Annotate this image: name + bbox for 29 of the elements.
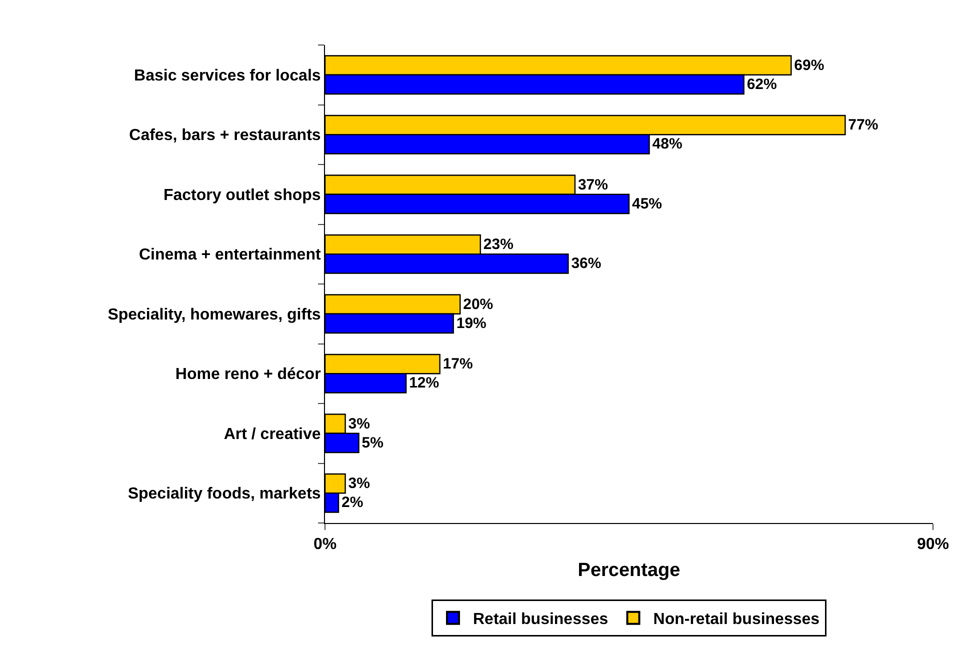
y-tick-label: Basic services for locals — [134, 67, 321, 84]
data-label: 3% — [348, 415, 370, 432]
y-tick-label: Art / creative — [224, 426, 321, 443]
data-label: 17% — [442, 356, 473, 373]
data-label: 12% — [409, 374, 440, 392]
data-label: 20% — [463, 296, 494, 313]
y-tick-label: Speciality, homewares, gifts — [108, 306, 321, 324]
y-tick-label: Cinema + entertainment — [138, 246, 322, 264]
data-label: 69% — [794, 56, 824, 74]
data-label: 77% — [848, 116, 878, 134]
data-label: 37% — [578, 176, 608, 194]
data-label: 5% — [362, 434, 384, 452]
legend-label: Retail businesses — [473, 611, 608, 628]
y-tick-label: Cafes, bars + restaurants — [129, 127, 321, 144]
legend-label: Non-retail businesses — [653, 611, 820, 628]
x-axis-title: Percentage — [578, 560, 680, 581]
y-tick-label: Factory outlet shops — [163, 186, 321, 204]
data-label: 19% — [456, 314, 486, 332]
data-label: 45% — [632, 195, 662, 212]
x-tick-label: 90% — [916, 536, 950, 554]
data-label: 23% — [483, 236, 514, 254]
data-label: 3% — [348, 475, 370, 492]
data-label: 48% — [652, 136, 682, 153]
y-tick-label: Home reno + décor — [175, 366, 321, 384]
data-label: 2% — [342, 494, 364, 512]
x-tick-label: 0% — [313, 536, 337, 554]
y-tick-label: Speciality foods, markets — [128, 486, 321, 503]
data-label: 36% — [571, 255, 602, 272]
data-label: 62% — [746, 76, 777, 93]
